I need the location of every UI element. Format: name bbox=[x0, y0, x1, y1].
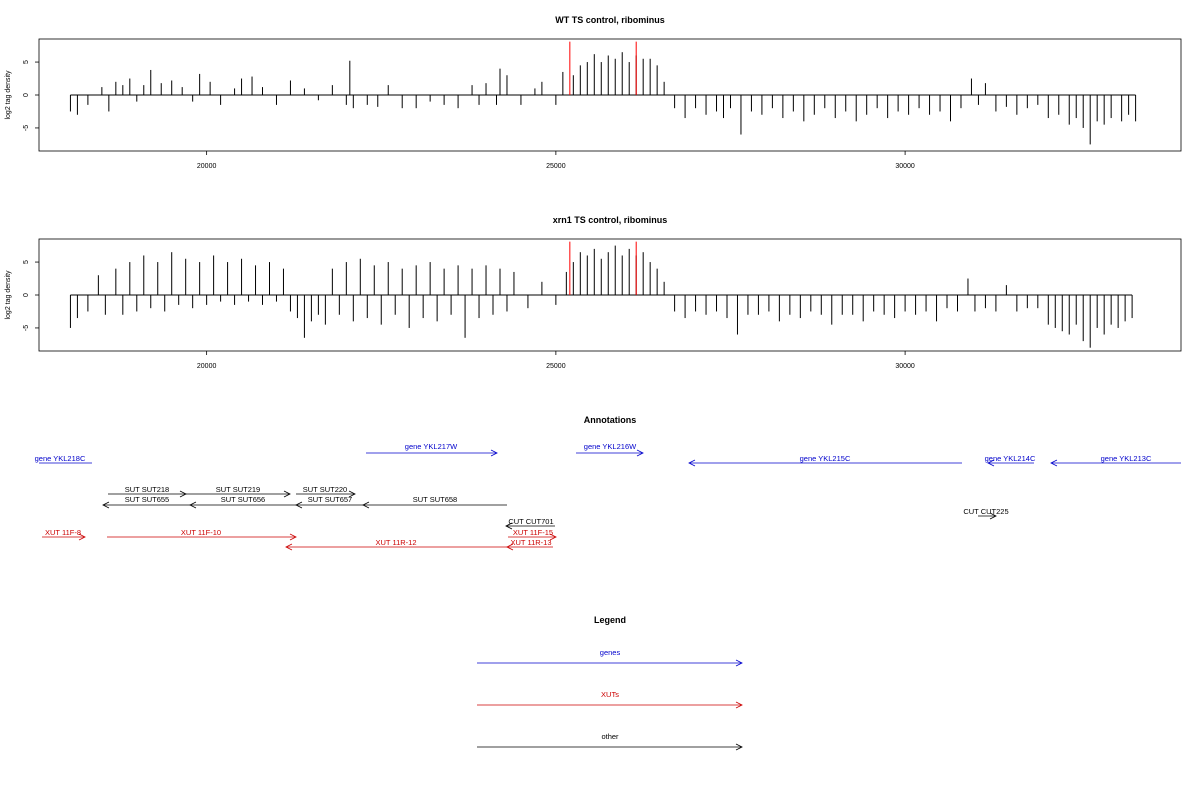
annotation-label: SUT SUT656 bbox=[221, 495, 265, 504]
wt-x-tick-label-2: 30000 bbox=[895, 163, 915, 170]
annotation-cut701: CUT CUT701 bbox=[505, 517, 555, 530]
annotation-label: CUT CUT701 bbox=[508, 517, 553, 526]
xrn1-x-tick-label-1: 25000 bbox=[546, 363, 566, 370]
xrn1-panel-title: xrn1 TS control, ribominus bbox=[553, 215, 668, 225]
wt-x-tick-label-1: 25000 bbox=[546, 163, 566, 170]
annotation-gene-ykl215c: gene YKL215C bbox=[688, 454, 962, 467]
legend-title: Legend bbox=[594, 615, 626, 625]
xrn1-density-panel: xrn1 TS control, ribominus log2 tag dens… bbox=[5, 215, 1182, 370]
annotation-sut658: SUT SUT658 bbox=[362, 495, 507, 509]
wt-x-tick-label-0: 20000 bbox=[197, 163, 217, 170]
annotation-label: gene YKL215C bbox=[800, 454, 851, 463]
wt-y-tick-label-1: 0 bbox=[23, 93, 30, 97]
xrn1-y-tick-label-0: -5 bbox=[23, 325, 30, 331]
annotation-label: gene YKL218C bbox=[35, 454, 86, 463]
xrn1-x-tick-label-2: 30000 bbox=[895, 363, 915, 370]
annotation-label: XUT 11F-15 bbox=[513, 528, 553, 537]
annotation-label: gene YKL216W bbox=[584, 442, 637, 451]
wt-bars bbox=[69, 41, 1137, 145]
legend: Legend genes XUTs other bbox=[477, 615, 743, 751]
legend-item-genes: genes bbox=[477, 648, 743, 667]
annotation-xut-11r-13: XUT 11R-13 bbox=[506, 538, 553, 551]
annotations-panel: Annotations gene YKL218C gene YKL217W ge… bbox=[35, 415, 1181, 551]
annotation-label: XUT 11R-12 bbox=[376, 538, 417, 547]
annotation-xut-11r-12: XUT 11R-12 bbox=[285, 538, 507, 551]
annotation-label: gene YKL213C bbox=[1101, 454, 1152, 463]
annotation-xut-11f-8: XUT 11F-8 bbox=[42, 528, 86, 541]
xrn1-bars bbox=[69, 241, 1133, 348]
xrn1-y-axis-label: log2 tag density bbox=[5, 270, 12, 320]
annotation-label: XUT 11F-8 bbox=[45, 528, 81, 537]
annotation-sut220: SUT SUT220 bbox=[296, 485, 356, 498]
annotation-cut225: CUT CUT225 bbox=[963, 507, 1009, 520]
annotation-label: gene YKL214C bbox=[985, 454, 1036, 463]
legend-item-xuts: XUTs bbox=[477, 690, 743, 709]
annotation-gene-ykl217w: gene YKL217W bbox=[366, 442, 498, 457]
xrn1-x-tick-label-0: 20000 bbox=[197, 363, 217, 370]
legend-label: XUTs bbox=[601, 690, 619, 699]
annotations-title: Annotations bbox=[584, 415, 637, 425]
annotation-xut-11f-10: XUT 11F-10 bbox=[107, 528, 297, 541]
annotation-label: SUT SUT219 bbox=[216, 485, 260, 494]
annotation-xut-11f-15: XUT 11F-15 bbox=[508, 528, 557, 541]
annotation-sut657: SUT SUT657 bbox=[295, 495, 363, 509]
annotation-label: gene YKL217W bbox=[405, 442, 458, 451]
wt-density-panel: WT TS control, ribominus log2 tag densit… bbox=[5, 15, 1182, 170]
xrn1-x-ticks: 20000 25000 30000 bbox=[197, 351, 915, 370]
legend-item-other: other bbox=[477, 732, 743, 751]
annotation-label: CUT CUT225 bbox=[963, 507, 1008, 516]
wt-y-tick-label-2: 5 bbox=[23, 60, 30, 64]
annotation-label: XUT 11R-13 bbox=[511, 538, 552, 547]
legend-label: other bbox=[601, 732, 619, 741]
annotation-label: XUT 11F-10 bbox=[181, 528, 221, 537]
annotation-label: SUT SUT218 bbox=[125, 485, 169, 494]
wt-x-ticks: 20000 25000 30000 bbox=[197, 151, 915, 170]
xrn1-y-tick-label-2: 5 bbox=[23, 260, 30, 264]
xrn1-y-ticks: -5 0 5 bbox=[23, 260, 39, 331]
annotation-gene-ykl216w: gene YKL216W bbox=[576, 442, 644, 457]
legend-label: genes bbox=[600, 648, 621, 657]
xrn1-y-tick-label-1: 0 bbox=[23, 293, 30, 297]
annotation-label: SUT SUT220 bbox=[303, 485, 347, 494]
annotation-gene-ykl218c: gene YKL218C bbox=[35, 454, 92, 464]
wt-y-tick-label-0: -5 bbox=[23, 125, 30, 131]
wt-y-axis-label: log2 tag density bbox=[5, 70, 12, 120]
annotation-label: SUT SUT658 bbox=[413, 495, 457, 504]
annotation-sut655: SUT SUT655 bbox=[102, 495, 190, 509]
annotation-label: SUT SUT655 bbox=[125, 495, 169, 504]
annotation-gene-ykl213c: gene YKL213C bbox=[1050, 454, 1181, 467]
annotation-gene-ykl214c: gene YKL214C bbox=[985, 454, 1036, 467]
annotation-label: SUT SUT657 bbox=[308, 495, 352, 504]
annotation-sut219: SUT SUT219 bbox=[186, 485, 291, 498]
wt-y-ticks: -5 0 5 bbox=[23, 60, 39, 131]
annotation-sut656: SUT SUT656 bbox=[189, 495, 296, 509]
wt-panel-title: WT TS control, ribominus bbox=[555, 15, 665, 25]
